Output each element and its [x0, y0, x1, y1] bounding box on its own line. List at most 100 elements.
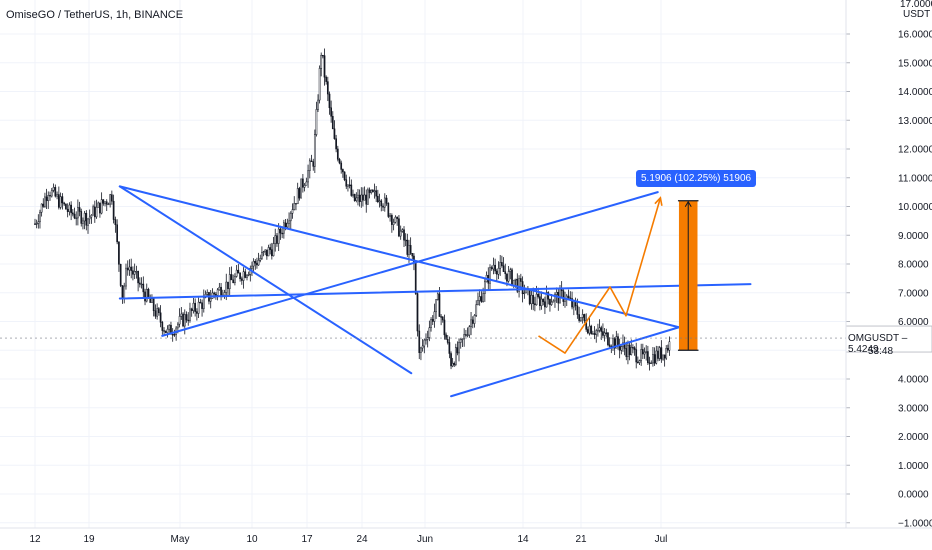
time-tick-label: 19	[83, 534, 95, 545]
candle-body	[197, 301, 200, 314]
candle-body	[411, 253, 414, 257]
time-tick-label: 17	[301, 534, 313, 545]
candle-body	[416, 293, 419, 332]
candle-body	[360, 194, 363, 202]
candle-body	[109, 194, 111, 205]
candle-body	[542, 298, 545, 302]
candle-body	[270, 249, 273, 257]
time-tick-label: 21	[575, 534, 587, 545]
candle-body	[286, 222, 289, 228]
candle-body	[142, 283, 145, 293]
candle-body	[475, 304, 478, 316]
candle-body	[173, 334, 176, 336]
candle-body	[627, 344, 629, 357]
candle-body	[251, 265, 253, 269]
candle-body	[201, 302, 203, 309]
candle-body	[237, 269, 240, 274]
candle-body	[662, 354, 664, 360]
candle-body	[653, 354, 656, 364]
candle-body	[403, 229, 405, 241]
candle-body	[628, 344, 631, 356]
candle-body	[92, 206, 94, 216]
candle-body	[323, 55, 326, 78]
candle-body	[435, 299, 437, 313]
candle-body	[266, 249, 268, 257]
candle-body	[494, 264, 496, 272]
candle-body	[87, 218, 89, 226]
time-axis-bg[interactable]	[0, 528, 932, 550]
candle-body	[52, 187, 55, 191]
candle-body	[133, 271, 136, 275]
candle-body	[401, 229, 404, 232]
candle-body	[254, 261, 257, 264]
candle-body	[138, 282, 141, 285]
price-tick-label: 2.0000	[898, 432, 929, 443]
candle-body	[514, 278, 517, 281]
candle-body	[440, 316, 442, 318]
candle-body	[528, 288, 531, 305]
candle-body	[49, 194, 51, 197]
candle-body	[37, 221, 40, 224]
candle-body	[414, 262, 417, 294]
candle-body	[242, 271, 245, 281]
candle-body	[218, 286, 221, 291]
price-axis-bg[interactable]	[846, 0, 932, 528]
candle-body	[603, 332, 606, 336]
symbol-title[interactable]: OmiseGO / TetherUS, 1h, BINANCE	[6, 9, 184, 21]
candle-body	[93, 206, 96, 218]
candle-body	[151, 298, 153, 303]
candle-body	[44, 196, 46, 207]
price-axis[interactable]: 17.0000 USDT 16.0000 15.0000 14.0000 13.000…	[845, 0, 932, 529]
candle-body	[512, 279, 515, 286]
candle-body	[112, 200, 115, 220]
candle-body	[358, 194, 361, 202]
time-tick-label: 24	[356, 534, 368, 545]
candle-body	[90, 214, 93, 218]
candle-body	[318, 68, 321, 101]
candle-body	[264, 249, 267, 253]
trendline-drawings[interactable]	[118, 185, 752, 398]
projection-drawing[interactable]	[538, 196, 663, 354]
projection-path	[538, 197, 662, 354]
candle-body	[298, 188, 301, 199]
last-price-sep: –	[901, 333, 908, 344]
trendline	[450, 326, 680, 398]
candle-body	[650, 362, 653, 364]
candle-body	[454, 347, 457, 365]
price-range-measure[interactable]	[0, 200, 846, 351]
candle-body	[152, 298, 155, 312]
candle-body	[482, 293, 484, 302]
trendline	[118, 185, 413, 375]
price-axis-currency: USDT	[903, 9, 930, 20]
candle-body	[363, 194, 366, 201]
last-price-tag[interactable]: OMGUSDT – 5.4249	[848, 333, 932, 355]
candle-body	[408, 245, 410, 255]
candle-body	[353, 194, 356, 201]
time-axis[interactable]: 12 19 May 10 17 24 Jun 14 21 Jul	[0, 527, 932, 545]
candle-body	[128, 266, 131, 271]
candle-body	[206, 292, 209, 295]
candle-body	[288, 220, 290, 224]
candle-body	[378, 200, 381, 203]
candle-body	[209, 298, 212, 302]
candle-body	[75, 217, 78, 220]
candle-body	[192, 302, 195, 311]
candle-body	[342, 169, 344, 173]
candle-body	[600, 327, 603, 332]
candle-body	[399, 230, 402, 237]
candle-body	[666, 347, 669, 351]
candle-body	[234, 276, 236, 284]
candle-body	[630, 347, 633, 356]
candle-body	[272, 243, 275, 257]
candle-body	[190, 308, 193, 311]
candle-body	[534, 303, 536, 306]
candle-body	[466, 334, 469, 337]
candle-body	[320, 54, 323, 69]
candle-body	[350, 184, 353, 196]
candle-body	[170, 324, 172, 335]
candle-body	[313, 134, 316, 167]
candle-body	[228, 274, 231, 290]
candle-body	[638, 360, 641, 363]
time-tick-label: May	[171, 534, 190, 545]
